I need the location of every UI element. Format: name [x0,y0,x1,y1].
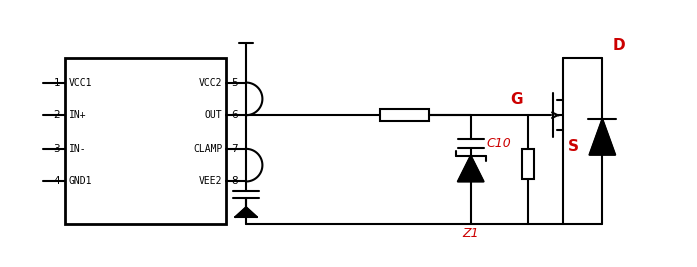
Text: IN+: IN+ [69,110,86,120]
Text: D: D [612,38,625,53]
Text: 6: 6 [231,110,238,120]
Text: IN-: IN- [69,144,86,154]
Polygon shape [590,119,615,155]
Text: VCC2: VCC2 [199,77,222,88]
Polygon shape [458,156,484,182]
Text: CLAMP: CLAMP [193,144,222,154]
Text: 3: 3 [54,144,60,154]
Text: 5: 5 [231,77,238,88]
Text: 1: 1 [54,77,60,88]
Text: G: G [511,92,523,107]
Text: 4: 4 [54,176,60,186]
Text: 8: 8 [231,176,238,186]
Text: VCC1: VCC1 [69,77,93,88]
Text: 7: 7 [231,144,238,154]
Text: Z1: Z1 [462,227,479,240]
Text: VEE2: VEE2 [199,176,222,186]
Text: GND1: GND1 [69,176,93,186]
Text: S: S [567,139,579,154]
Text: OUT: OUT [205,110,222,120]
Text: C10: C10 [487,137,512,150]
Bar [522,149,534,179]
Bar [380,109,429,121]
Bar [65,58,227,224]
Polygon shape [235,207,257,217]
Text: 2: 2 [54,110,60,120]
